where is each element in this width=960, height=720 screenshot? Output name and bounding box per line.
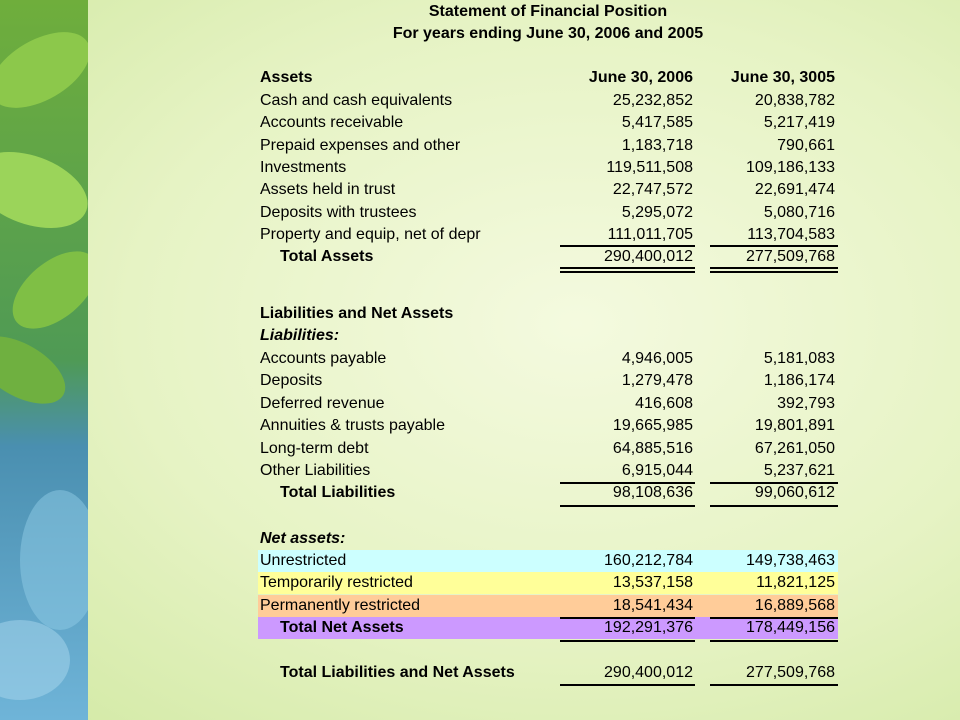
value-2006: 119,511,508 <box>606 159 693 176</box>
rule <box>710 684 838 686</box>
row-label: Total Assets <box>280 248 374 265</box>
value-2006: 5,295,072 <box>621 204 693 221</box>
value-2005: 67,261,050 <box>754 440 835 457</box>
rule <box>710 482 838 484</box>
row-label: Deposits with trustees <box>260 204 417 221</box>
rule <box>560 245 695 247</box>
value-2005: 11,821,125 <box>756 574 835 591</box>
row-highlight <box>258 550 838 572</box>
row-label: Accounts payable <box>260 350 387 367</box>
header-2005: June 30, 3005 <box>730 69 835 86</box>
value-2006: 13,537,158 <box>612 574 693 591</box>
value-2005: 99,060,612 <box>754 484 835 501</box>
value-2005: 5,080,716 <box>763 204 835 221</box>
row-label: Cash and cash equivalents <box>260 92 453 109</box>
value-2005: 392,793 <box>777 395 835 412</box>
subtitle: For years ending June 30, 2006 and 2005 <box>392 25 704 42</box>
rule <box>710 245 838 247</box>
rule <box>560 505 695 507</box>
value-2006: 111,011,705 <box>607 226 693 243</box>
rule <box>560 640 695 642</box>
header-label: Assets <box>260 69 313 86</box>
rule <box>710 505 838 507</box>
value-2006: 22,747,572 <box>612 181 693 198</box>
rule <box>560 267 695 269</box>
rule <box>560 482 695 484</box>
row-label: Total Liabilities and Net Assets <box>280 664 515 681</box>
row-label: Unrestricted <box>260 552 347 569</box>
row-label: Liabilities and Net Assets <box>260 305 454 322</box>
row-label: Deferred revenue <box>260 395 385 412</box>
value-2005: 22,691,474 <box>754 181 835 198</box>
row-highlight <box>258 595 838 617</box>
value-2005: 5,237,621 <box>763 462 835 479</box>
row-label: Long-term debt <box>260 440 369 457</box>
value-2005: 5,181,083 <box>763 350 835 367</box>
value-2006: 98,108,636 <box>612 484 693 501</box>
row-label: Prepaid expenses and other <box>260 137 461 154</box>
value-2005: 790,661 <box>777 137 835 154</box>
value-2005: 178,449,156 <box>746 619 835 636</box>
value-2006: 192,291,376 <box>604 619 693 636</box>
value-2005: 277,509,768 <box>746 664 835 681</box>
value-2006: 416,608 <box>635 395 693 412</box>
row-label: Net assets: <box>260 530 346 547</box>
rule <box>710 267 838 269</box>
row-label: Annuities & trusts payable <box>260 417 445 434</box>
value-2005: 20,838,782 <box>754 92 835 109</box>
row-label: Investments <box>260 159 347 176</box>
rule <box>710 617 838 619</box>
value-2006: 19,665,985 <box>612 417 693 434</box>
value-2006: 5,417,585 <box>621 114 693 131</box>
value-2006: 25,232,852 <box>612 92 693 109</box>
value-2005: 16,889,568 <box>754 597 835 614</box>
value-2005: 277,509,768 <box>746 248 835 265</box>
rule <box>560 617 695 619</box>
value-2005: 5,217,419 <box>763 114 835 131</box>
row-label: Other Liabilities <box>260 462 371 479</box>
row-label: Assets held in trust <box>260 181 396 198</box>
row-label: Liabilities: <box>260 327 340 344</box>
rule <box>560 271 695 273</box>
header-2006: June 30, 2006 <box>588 69 693 86</box>
rule <box>710 640 838 642</box>
decoration-strip <box>0 0 88 720</box>
row-label: Temporarily restricted <box>260 574 413 591</box>
value-2005: 109,186,133 <box>746 159 835 176</box>
value-2006: 18,541,434 <box>612 597 693 614</box>
title: Statement of Financial Position <box>428 3 668 20</box>
value-2005: 149,738,463 <box>746 552 835 569</box>
value-2006: 290,400,012 <box>604 248 693 265</box>
row-label: Total Net Assets <box>280 619 404 636</box>
value-2006: 160,212,784 <box>604 552 693 569</box>
row-highlight <box>258 572 838 594</box>
value-2006: 1,279,478 <box>621 372 693 389</box>
value-2005: 113,704,583 <box>747 226 835 243</box>
value-2005: 1,186,174 <box>763 372 835 389</box>
value-2006: 290,400,012 <box>604 664 693 681</box>
value-2006: 4,946,005 <box>621 350 693 367</box>
row-highlight <box>258 617 838 639</box>
rule <box>710 271 838 273</box>
row-label: Deposits <box>260 372 323 389</box>
rule <box>560 684 695 686</box>
row-label: Total Liabilities <box>280 484 396 501</box>
row-label: Accounts receivable <box>260 114 404 131</box>
row-label: Property and equip, net of depr <box>260 226 481 243</box>
row-label: Permanently restricted <box>260 597 421 614</box>
value-2006: 1,183,718 <box>621 137 693 154</box>
value-2006: 64,885,516 <box>612 440 693 457</box>
value-2005: 19,801,891 <box>754 417 835 434</box>
value-2006: 6,915,044 <box>621 462 693 479</box>
